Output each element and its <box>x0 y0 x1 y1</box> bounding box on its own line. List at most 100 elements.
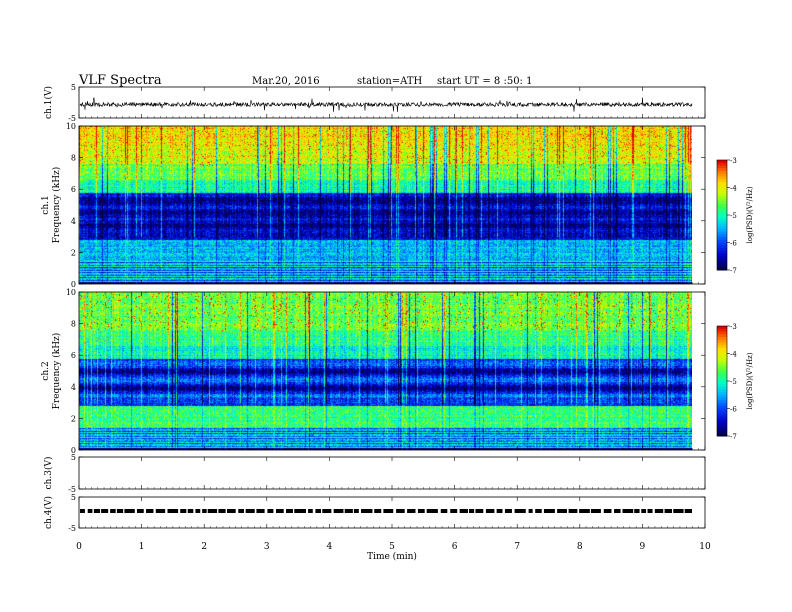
ch4-waveform-segment <box>155 509 166 513</box>
ch2-spectrogram-colorbar-swatch <box>717 378 727 382</box>
ch2-spectrogram-colorbar-swatch <box>717 427 727 431</box>
ch2-spectrogram-channel-label: ch.2 <box>41 361 51 380</box>
ch1-spectrogram-colorbar-swatch <box>717 267 727 271</box>
ch2-spectrogram-colorbar-swatch <box>717 334 727 338</box>
ch1-spectrogram-colorbar-swatch <box>717 198 727 202</box>
x-tick-label: 10 <box>699 542 711 552</box>
ch1-spectrogram-colorbar-swatch <box>717 259 727 263</box>
ch1-spectrogram-colorbar-swatch <box>717 176 727 180</box>
x-tick-label: 1 <box>139 542 145 552</box>
ch2-spectrogram-colorbar-swatch <box>717 326 727 330</box>
ch4-waveform-segment <box>93 509 101 513</box>
ch4-waveform-segment <box>353 509 359 513</box>
ch4-waveform-segment <box>80 509 85 513</box>
ch2-spectrogram-y-tick-label: 8 <box>71 320 76 329</box>
ch1-spectrogram-colorbar-tick-label: -5 <box>730 212 737 220</box>
ch2-spectrogram-colorbar-swatch <box>717 403 727 407</box>
ch2-spectrogram-y-tick-label: 0 <box>71 446 76 455</box>
ch2-spectrogram-colorbar-swatch <box>717 414 727 418</box>
ch1-spectrogram-colorbar-swatch <box>717 226 727 230</box>
ch2-spectrogram-colorbar-tick-label: -7 <box>730 433 737 441</box>
x-tick-label: 6 <box>452 542 458 552</box>
ch4-waveform-segment <box>87 509 93 513</box>
ch1-spectrogram-colorbar-swatch <box>717 184 727 188</box>
ch1-spectrogram-y-tick-label: 6 <box>71 185 76 194</box>
ch3-waveform-frame <box>78 456 706 490</box>
ch1-spectrogram-colorbar-swatch <box>717 182 727 186</box>
ch1-spectrogram-colorbar-tick-label: -7 <box>730 267 737 275</box>
ch1-spectrogram-colorbar-swatch <box>717 162 727 166</box>
ch1-spectrogram-colorbar-swatch <box>717 215 727 219</box>
ch1-spectrogram-colorbar-tick-label: -3 <box>730 157 737 165</box>
ch1-spectrogram-colorbar-swatch <box>717 231 727 235</box>
ch4-waveform-segment <box>195 509 201 513</box>
ch2-spectrogram-colorbar-swatch <box>717 337 727 341</box>
ch1-spectrogram-colorbar-swatch <box>717 242 727 246</box>
ch2-spectrogram-y-tick-label: 6 <box>71 351 76 360</box>
ch4-waveform-segment <box>207 509 218 513</box>
ch4-waveform-segment <box>256 509 265 513</box>
ch4-waveform-segment <box>187 509 194 513</box>
ch1-spectrogram-colorbar-swatch <box>717 190 727 194</box>
x-tick-label: 7 <box>514 542 520 552</box>
ch1-spectrogram-colorbar-swatch <box>717 206 727 210</box>
ch4-waveform-segment <box>664 509 673 513</box>
ch2-spectrogram-colorbar-swatch <box>717 411 727 415</box>
ch2-spectrogram-colorbar-swatch <box>717 339 727 343</box>
ch4-waveform-segment <box>654 509 664 513</box>
ch4-waveform-segment <box>568 509 578 513</box>
ch4-waveform-segment <box>622 509 634 513</box>
ch1-spectrogram-colorbar-swatch <box>717 245 727 249</box>
ch4-waveform-segment <box>238 509 245 513</box>
ch1-spectrogram-image <box>79 126 692 284</box>
ch4-waveform-segment <box>245 509 255 513</box>
ch1-spectrogram-colorbar-swatch <box>717 165 727 169</box>
x-axis-label: Time (min) <box>367 551 417 562</box>
ch1-spectrogram-colorbar-swatch <box>717 228 727 232</box>
ch3-waveform-y-tick-label: 5 <box>71 453 76 462</box>
ch1-spectrogram-colorbar-swatch <box>717 168 727 172</box>
ch4-waveform-segment <box>504 509 512 513</box>
ch2-spectrogram-colorbar-swatch <box>717 422 727 426</box>
ch4-waveform-segment <box>450 509 458 513</box>
ch1-spectrogram-y-tick-label: 2 <box>71 248 76 257</box>
ch2-spectrogram-colorbar-swatch <box>717 372 727 376</box>
x-tick-label: 2 <box>201 542 207 552</box>
ch4-waveform-segment <box>136 509 144 513</box>
ch4-waveform-segment <box>535 509 542 513</box>
ch4-waveform-segment <box>396 509 405 513</box>
ch4-waveform-segment <box>459 509 468 513</box>
ch4-waveform-segment <box>146 509 154 513</box>
ch4-waveform-segment <box>383 509 394 513</box>
ch1-spectrogram-colorbar-swatch <box>717 248 727 252</box>
ch4-waveform-segment <box>286 509 293 513</box>
ch4-waveform-segment <box>641 509 647 513</box>
ch1-spectrogram-colorbar-swatch <box>717 220 727 224</box>
ch2-spectrogram-colorbar-swatch <box>717 397 727 401</box>
ch1-spectrogram-ylabel: Frequency (kHz) <box>51 167 62 244</box>
ch2-spectrogram-colorbar-swatch <box>717 394 727 398</box>
ch2-spectrogram-colorbar-swatch <box>717 416 727 420</box>
x-tick-label: 5 <box>389 542 395 552</box>
ch4-waveform-segment <box>275 509 284 513</box>
ch2-spectrogram-colorbar-swatch <box>717 359 727 363</box>
ch2-spectrogram-y-tick-label: 4 <box>71 383 76 392</box>
ch2-spectrogram-colorbar-swatch <box>717 364 727 368</box>
ch1-spectrogram-y-tick-label: 0 <box>71 280 76 289</box>
ch2-spectrogram-colorbar-swatch <box>717 408 727 412</box>
x-tick-label: 0 <box>76 542 82 552</box>
ch2-spectrogram-ylabel: Frequency (kHz) <box>51 333 62 410</box>
ch2-spectrogram-colorbar-swatch <box>717 405 727 409</box>
ch4-waveform-ylabel: ch.4(V) <box>43 496 54 529</box>
ch1-spectrogram-colorbar-swatch <box>717 187 727 191</box>
ch2-spectrogram-colorbar-swatch <box>717 353 727 357</box>
ch1-waveform-trace <box>79 97 693 113</box>
x-tick-label: 9 <box>640 542 646 552</box>
ch2-spectrogram-colorbar-swatch <box>717 348 727 352</box>
ch2-spectrogram-colorbar-swatch <box>717 430 727 434</box>
ch4-waveform-segment <box>344 509 353 513</box>
ch2-spectrogram-colorbar-swatch <box>717 386 727 390</box>
ch2-spectrogram-colorbar-swatch <box>717 425 727 429</box>
ch1-waveform-frame <box>78 86 706 119</box>
